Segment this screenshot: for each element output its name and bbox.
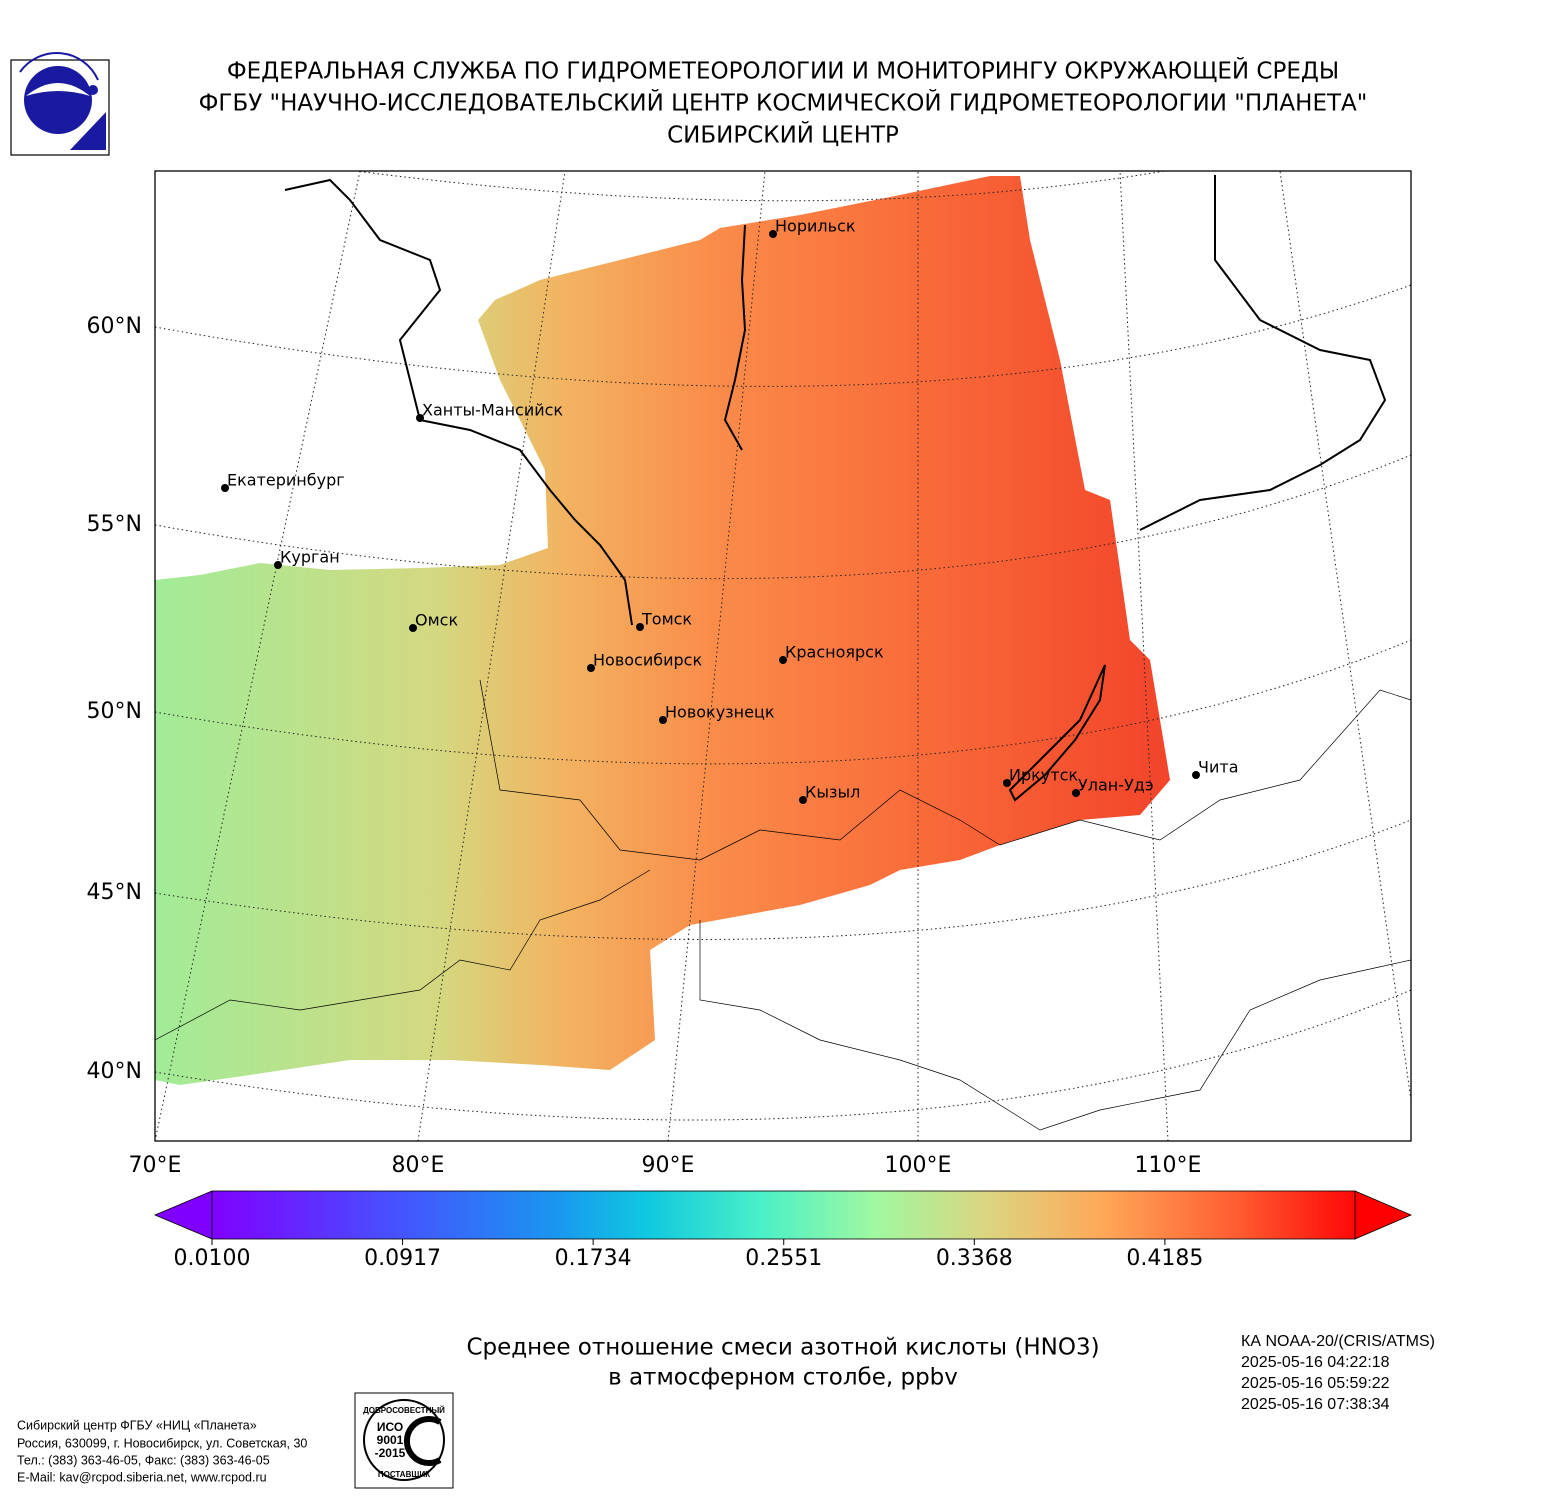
city-marker [1072, 789, 1080, 797]
city-marker [769, 230, 777, 238]
lon-label: 70°E [129, 1153, 182, 1178]
map-frame [154, 170, 1412, 1142]
river [419, 419, 633, 626]
header-line: ФЕДЕРАЛЬНАЯ СЛУЖБА ПО ГИДРОМЕТЕОРОЛОГИИ … [227, 57, 1339, 85]
lat-label: 50°N [87, 699, 142, 724]
city-marker [1003, 779, 1011, 787]
river [723, 224, 747, 451]
city-marker [221, 484, 229, 492]
city-marker [274, 561, 282, 569]
city-marker [1192, 771, 1200, 779]
lake [1008, 664, 1106, 802]
border [699, 920, 1411, 1131]
city-marker [799, 796, 807, 804]
border [155, 869, 651, 1041]
city-label: Омск [415, 611, 458, 630]
footer: Сибирский центр ФГБУ «НИЦ «Планета» Росс… [17, 1418, 307, 1484]
iso-line: -2015 [375, 1446, 406, 1460]
colorbar: 0.0100 0.0917 0.1734 0.2551 0.3368 0.4185 [153, 1190, 1413, 1271]
graticule [155, 171, 1411, 1141]
colorbar-tick-label: 0.0100 [174, 1246, 251, 1271]
city-label: Кызыл [805, 783, 860, 802]
city-label: Норильск [775, 217, 856, 236]
satellite-line: 2025-05-16 07:38:34 [1241, 1396, 1390, 1413]
iso-bottom: ПОСТАВЩИК [378, 1470, 430, 1479]
footer-line: Сибирский центр ФГБУ «НИЦ «Планета» [17, 1418, 257, 1432]
city-marker [659, 716, 667, 724]
lat-label: 60°N [87, 314, 142, 339]
colorbar-extend-low [153, 1190, 213, 1240]
chart-title: Среднее отношение смеси азотной кислоты … [466, 1335, 1099, 1391]
lon-label: 80°E [392, 1153, 445, 1178]
city-marker [409, 624, 417, 632]
title-line: в атмосферном столбе, ppbv [608, 1365, 958, 1391]
footer-line: Россия, 630099, г. Новосибирск, ул. Сове… [17, 1436, 307, 1450]
coast [284, 178, 442, 421]
colorbar-tick-label: 0.2551 [745, 1246, 822, 1271]
city-label: Курган [280, 548, 340, 567]
logo [10, 51, 110, 156]
map-labels: 60°N 55°N 50°N 45°N 40°N 70°E 80°E 90°E 100°E 110… [87, 217, 1239, 1179]
city-marker [587, 664, 595, 672]
lat-label: 40°N [87, 1059, 142, 1084]
data-field [155, 176, 1170, 1085]
colorbar-tick-label: 0.3368 [936, 1246, 1013, 1271]
header-line: ФГБУ "НАУЧНО-ИССЛЕДОВАТЕЛЬСКИЙ ЦЕНТР КОС… [199, 89, 1368, 117]
title-line: Среднее отношение смеси азотной кислоты … [466, 1335, 1099, 1361]
satellite-line: 2025-05-16 05:59:22 [1241, 1375, 1390, 1392]
city-marker [416, 414, 424, 422]
city-label: Ханты-Мансийск [422, 401, 563, 420]
iso-logo: ДОБРОСОВЕСТНЫЙ ИСО 9001 -2015 ПОСТАВЩИК [354, 1392, 454, 1489]
city-label: Новосибирск [593, 651, 702, 670]
city-label: Улан-Удэ [1078, 776, 1154, 795]
colorbar-tick-label: 0.0917 [364, 1246, 441, 1271]
coast [1139, 175, 1387, 531]
lon-label: 90°E [642, 1153, 695, 1178]
city-marker [636, 623, 644, 631]
iso-line: ИСО [377, 1420, 403, 1434]
satellite-line: 2025-05-16 04:22:18 [1241, 1354, 1390, 1371]
city-label: Иркутск [1009, 766, 1078, 785]
iso-line: 9001 [377, 1433, 404, 1447]
lat-label: 45°N [87, 880, 142, 905]
city-label: Екатеринбург [227, 471, 345, 490]
lat-label: 55°N [87, 512, 142, 537]
city-label: Новокузнецк [665, 703, 775, 722]
city-label: Томск [641, 610, 692, 629]
colorbar-tick-label: 0.1734 [555, 1246, 632, 1271]
header-line: СИБИРСКИЙ ЦЕНТР [667, 121, 899, 149]
satellite-line: КА NOAA-20/(CRIS/ATMS) [1241, 1333, 1435, 1350]
city-marker [779, 656, 787, 664]
colorbar-tick-label: 0.4185 [1126, 1246, 1203, 1271]
map [155, 171, 1411, 1141]
header: ФЕДЕРАЛЬНАЯ СЛУЖБА ПО ГИДРОМЕТЕОРОЛОГИИ … [199, 57, 1368, 149]
colorbar-extend-high [1354, 1190, 1413, 1240]
border [479, 679, 1411, 861]
iso-top: ДОБРОСОВЕСТНЫЙ [363, 1406, 445, 1415]
city-label: Чита [1198, 758, 1239, 777]
lon-label: 110°E [1135, 1153, 1202, 1178]
city-label: Красноярск [785, 643, 884, 662]
satellite-info: КА NOAA-20/(CRIS/ATMS) 2025-05-16 04:22:… [1241, 1333, 1435, 1413]
lon-label: 100°E [885, 1153, 952, 1178]
footer-line: Тел.: (383) 363-46-05, Факс: (383) 363-4… [17, 1453, 270, 1467]
colorbar-body [211, 1190, 1356, 1240]
footer-line: E-Mail: kav@rcpod.siberia.net, www.rcpod… [17, 1470, 267, 1484]
